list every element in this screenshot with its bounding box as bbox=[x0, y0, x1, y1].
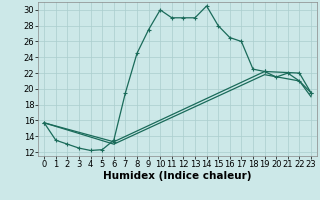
X-axis label: Humidex (Indice chaleur): Humidex (Indice chaleur) bbox=[103, 171, 252, 181]
